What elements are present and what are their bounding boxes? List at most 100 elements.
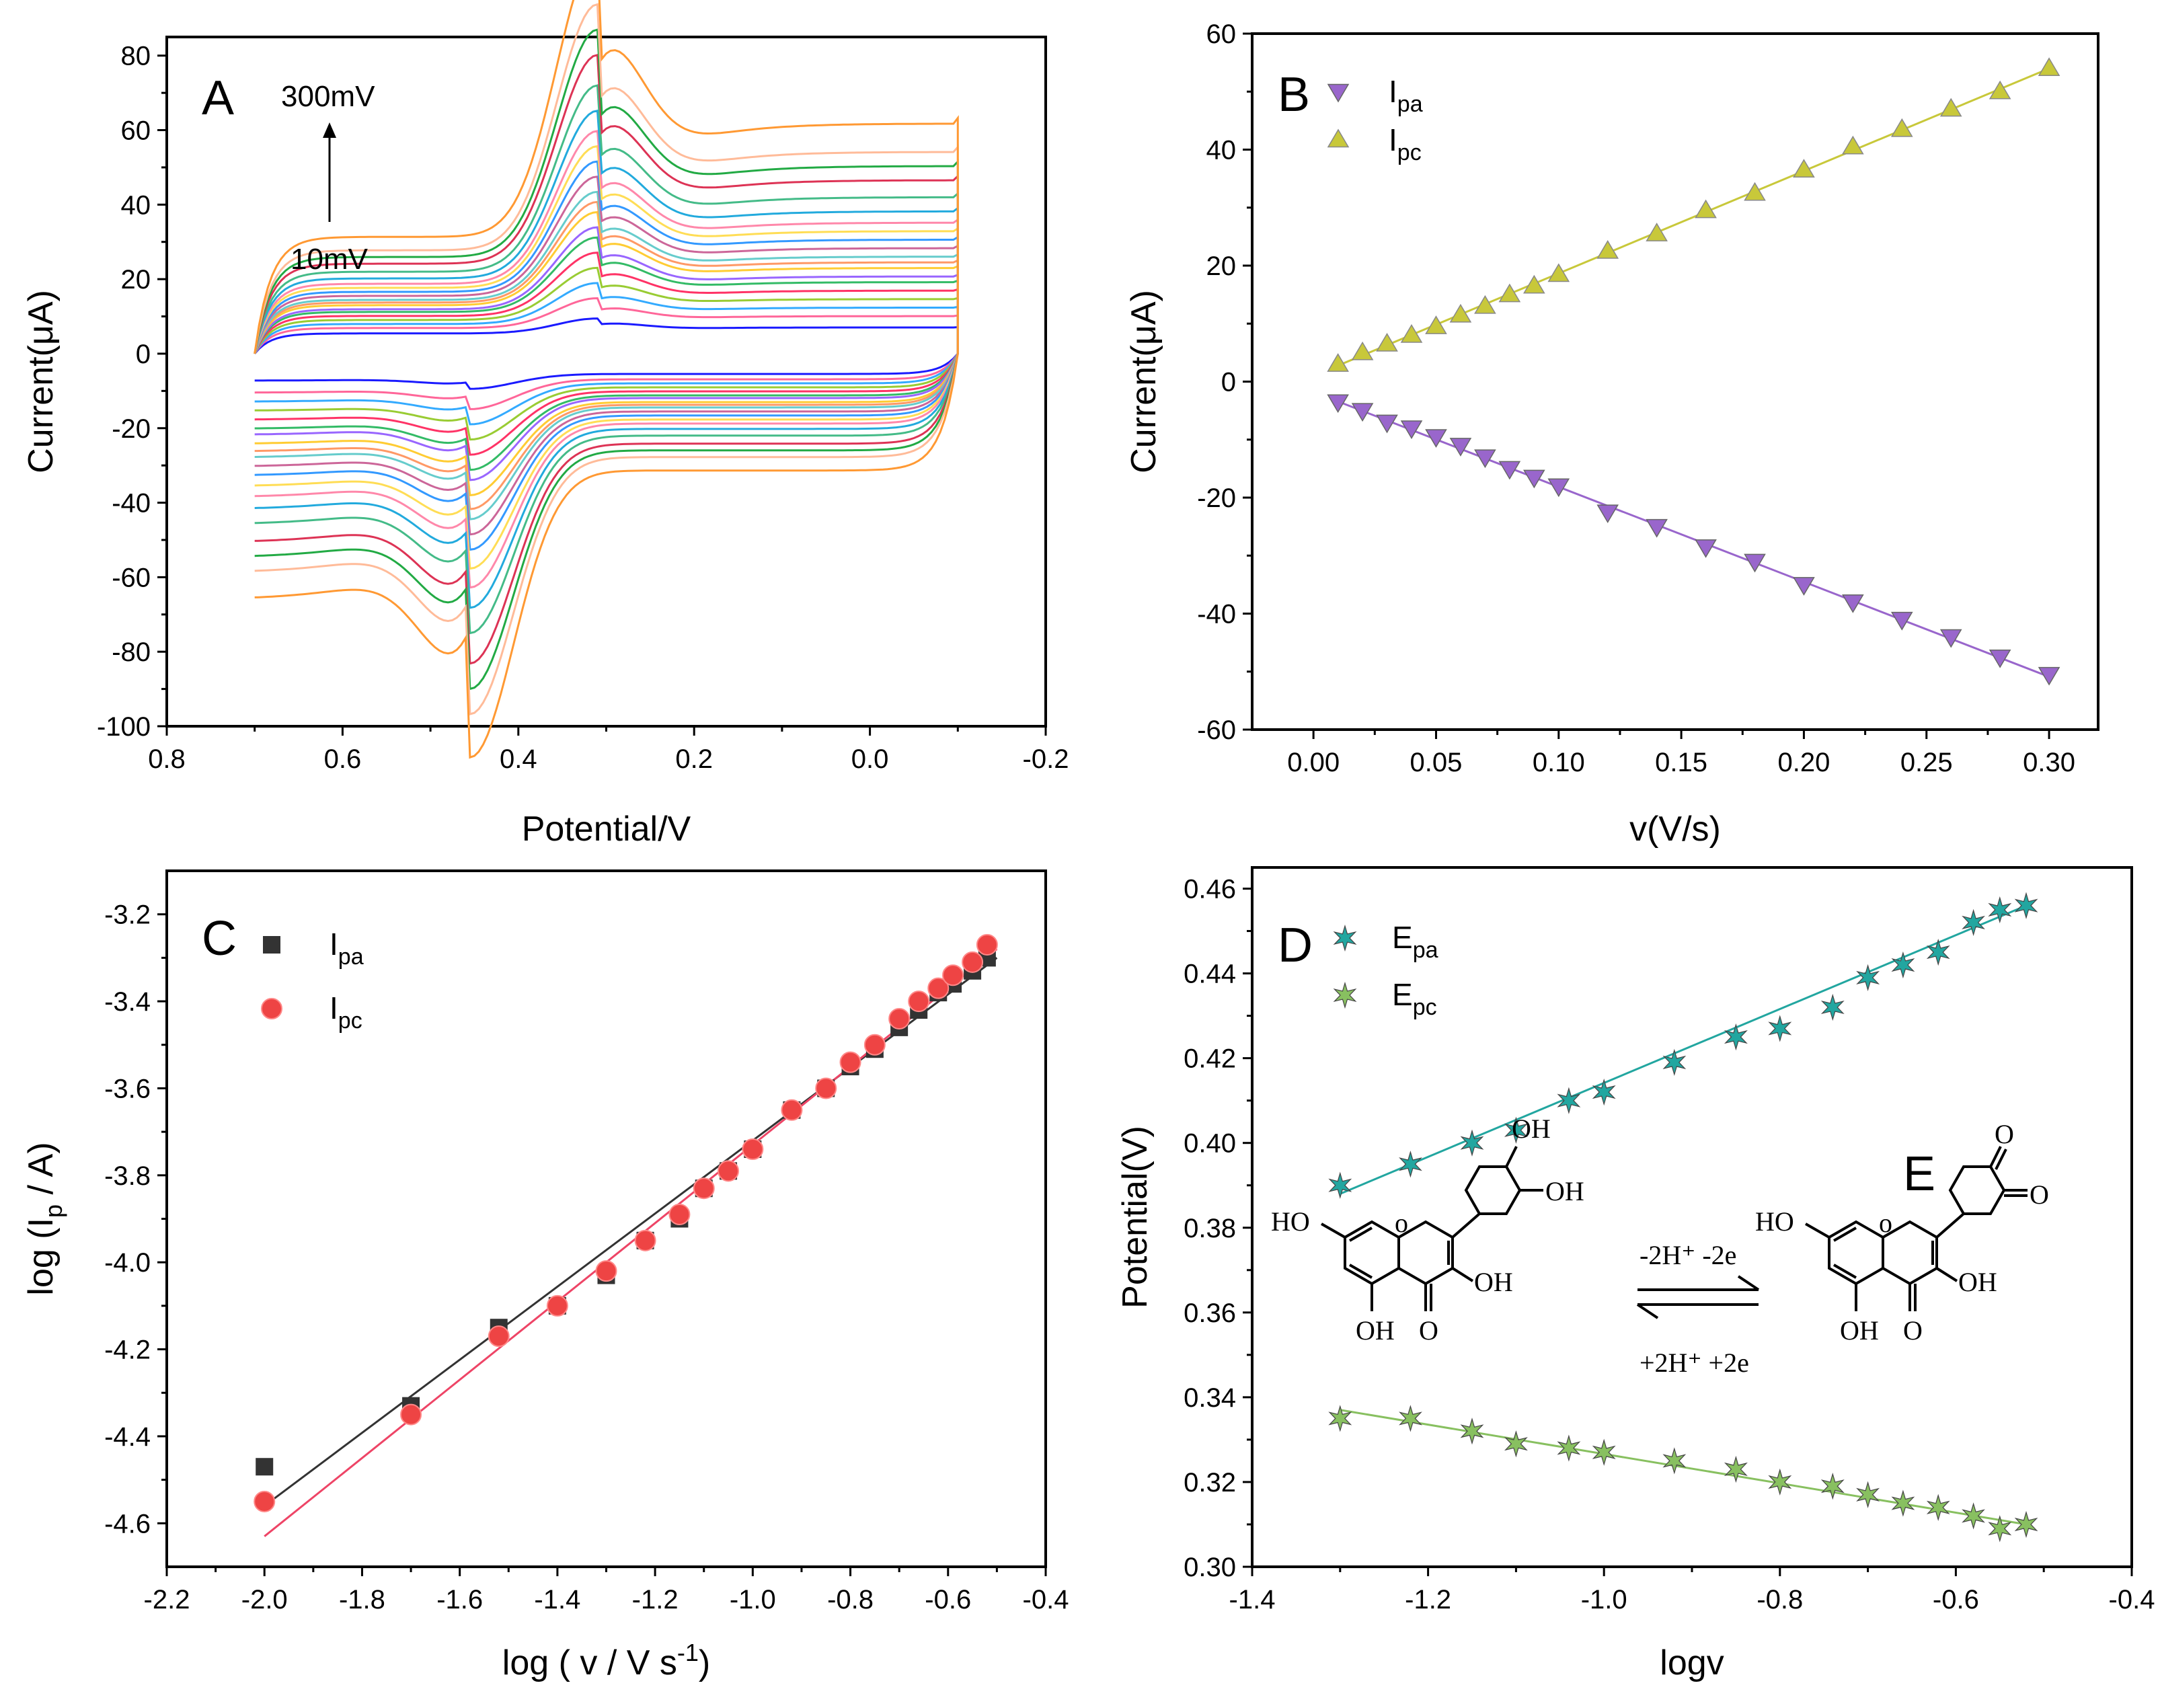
data-point <box>1724 1023 1748 1051</box>
series-line <box>254 145 959 570</box>
data-point <box>1498 461 1521 480</box>
y-axis-label: Current(μA) <box>22 290 61 473</box>
legend-label: Ipa <box>1389 74 1423 117</box>
data-point <box>742 1138 764 1160</box>
quercetin-ring-o: o <box>1395 1208 1408 1238</box>
data-point <box>718 1160 740 1182</box>
data-point <box>1460 1129 1484 1157</box>
y-tick-label: -4.0 <box>104 1248 151 1278</box>
data-point <box>400 1403 422 1426</box>
data-point <box>1400 324 1423 343</box>
data-point <box>1523 274 1545 294</box>
quinone-ho-7: HO <box>1755 1206 1794 1237</box>
data-point <box>488 1325 510 1348</box>
data-point <box>942 964 964 986</box>
data-point <box>1328 1171 1352 1199</box>
data-point <box>1890 611 1913 631</box>
x-tick-label: 0.00 <box>1287 748 1340 777</box>
x-tick-label: 0.25 <box>1900 748 1953 777</box>
y-tick-label: 0.40 <box>1184 1129 1236 1159</box>
quercetin-structure <box>1321 1146 1543 1311</box>
data-point <box>927 977 950 999</box>
y-tick-label: -20 <box>1197 483 1236 513</box>
data-point <box>1400 420 1423 439</box>
data-point <box>1695 539 1717 558</box>
quinone-oh-5: OH <box>1840 1315 1879 1346</box>
y-tick-label: -60 <box>1197 715 1236 745</box>
y-tick-label: -3.8 <box>104 1161 151 1191</box>
data-point <box>1557 1087 1581 1114</box>
data-point <box>839 1051 861 1073</box>
data-point <box>1504 1116 1528 1144</box>
data-point <box>1695 199 1717 219</box>
data-point <box>1646 518 1668 538</box>
x-axis-label: log ( v / V s-1) <box>502 1639 710 1682</box>
data-point <box>1498 283 1521 303</box>
data-point <box>1662 1447 1687 1475</box>
data-point <box>1744 553 1766 573</box>
data-point <box>2038 666 2060 686</box>
data-point <box>1596 239 1619 259</box>
x-tick-label: 0.6 <box>324 744 362 774</box>
data-point <box>1662 1048 1687 1077</box>
data-point <box>1376 332 1398 352</box>
scheme-text: HO OH OH OH OH o O HO OH OH o O O O -2H⁺… <box>1271 1114 2049 1378</box>
scan-rate-min-label: 10mV <box>291 243 369 276</box>
data-point <box>2014 892 2038 919</box>
y-tick-label: 0 <box>1221 368 1236 397</box>
x-tick-label: 0.20 <box>1778 748 1830 777</box>
data-point <box>1988 896 2012 924</box>
data-point <box>1327 128 1350 148</box>
y-tick-label: 0.36 <box>1184 1298 1236 1328</box>
y-tick-label: 0.30 <box>1184 1553 1236 1582</box>
quinone-keto-o: O <box>1903 1315 1923 1346</box>
panel-label-e: E <box>1903 1147 1935 1201</box>
x-tick-label: -1.0 <box>1581 1585 1627 1615</box>
y-tick-label: 40 <box>121 190 151 220</box>
data-point <box>2014 1510 2038 1539</box>
x-tick-label: 0.0 <box>851 744 889 774</box>
quercetin-oh-3p: OH <box>1512 1114 1551 1144</box>
data-point <box>1474 449 1496 469</box>
reverse-reaction-label: +2H⁺ +2e <box>1640 1348 1749 1378</box>
series-line <box>254 266 959 441</box>
y-tick-label: 20 <box>1206 251 1237 281</box>
reaction-scheme <box>1321 1146 2028 1319</box>
data-point <box>1646 223 1668 241</box>
data-point <box>595 1260 617 1282</box>
panel-a: 0.8 0.6 0.4 0.2 0.0 -0.2 -100 -80 -60 -40 -20 0 20 40… <box>22 0 1069 849</box>
y-tick-label: 20 <box>121 265 151 295</box>
data-point <box>1449 303 1472 323</box>
data-point <box>1962 1502 1985 1530</box>
legend-label: Ipa <box>330 927 364 970</box>
x-tick-label: -1.4 <box>534 1585 580 1615</box>
legend-label: Ipc <box>330 991 362 1034</box>
quercetin-oh-5: OH <box>1356 1315 1395 1346</box>
legend-label: Epc <box>1392 977 1437 1020</box>
data-point <box>1793 159 1815 178</box>
data-point <box>1891 951 1915 979</box>
data-point <box>668 1204 691 1226</box>
data-point <box>1351 341 1374 360</box>
quercetin-ho-7: HO <box>1271 1206 1310 1237</box>
data-point <box>546 1294 568 1317</box>
panel-d: -1.4 -1.2 -1.0 -0.8 -0.6 -0.4 0.30 0.32 0.34 0.36… <box>1116 866 2155 1682</box>
data-point <box>1425 315 1447 334</box>
legend-label: Ipc <box>1389 122 1422 165</box>
data-point <box>1989 649 2011 668</box>
x-tick-label: -2.0 <box>241 1585 288 1615</box>
data-point <box>1327 83 1350 103</box>
fit-line <box>1340 904 2027 1195</box>
data-point <box>1926 1493 1950 1521</box>
data-point <box>1592 1078 1616 1106</box>
scan-rate-max-label: 300mV <box>281 80 375 113</box>
y-tick-label: 0.32 <box>1184 1468 1236 1498</box>
x-axis-label: logv <box>1660 1643 1724 1682</box>
fit-line <box>264 948 998 1537</box>
y-tick-label: -3.2 <box>104 900 151 930</box>
panel-c: -2.2 -2.0 -1.8 -1.6 -1.4 -1.2 -1.0 -0.8 -0.6 -0.4… <box>22 869 1069 1682</box>
y-tick-label: -60 <box>112 563 151 592</box>
data-point <box>1547 263 1570 282</box>
data-point <box>1399 1405 1422 1432</box>
